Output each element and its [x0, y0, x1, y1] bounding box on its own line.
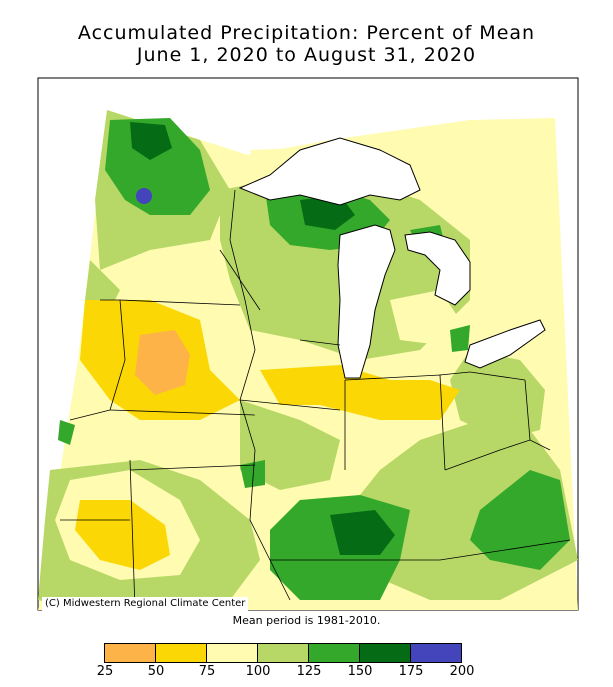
legend-swatch — [410, 643, 462, 663]
legend-swatch — [155, 643, 207, 663]
legend-tick-label: 125 — [296, 664, 322, 679]
legend-swatch — [257, 643, 309, 663]
legend-tick-label: 100 — [245, 664, 271, 679]
legend-tick-label: 50 — [147, 664, 165, 679]
color-legend — [104, 643, 462, 663]
state-boundaries — [60, 189, 571, 610]
zone-25-50 — [135, 330, 190, 395]
credit-label: (C) Midwestern Regional Climate Center — [42, 597, 249, 611]
zone-175-200 — [136, 188, 152, 204]
legend-swatch — [104, 643, 156, 663]
legend-swatch — [359, 643, 411, 663]
legend-tick-label: 200 — [449, 664, 475, 679]
map-subtitle: June 1, 2020 to August 31, 2020 — [136, 44, 477, 66]
legend-swatch — [206, 643, 258, 663]
legend-swatch — [308, 643, 360, 663]
great-lakes — [238, 137, 546, 379]
mean-period-note: Mean period is 1981-2010. — [232, 614, 381, 627]
legend-tick-label: 175 — [398, 664, 424, 679]
map-title: Accumulated Precipitation: Percent of Me… — [77, 22, 536, 44]
legend-tick-label: 150 — [347, 664, 373, 679]
legend-tick-label: 75 — [198, 664, 216, 679]
legend-tick-label: 25 — [96, 664, 114, 679]
